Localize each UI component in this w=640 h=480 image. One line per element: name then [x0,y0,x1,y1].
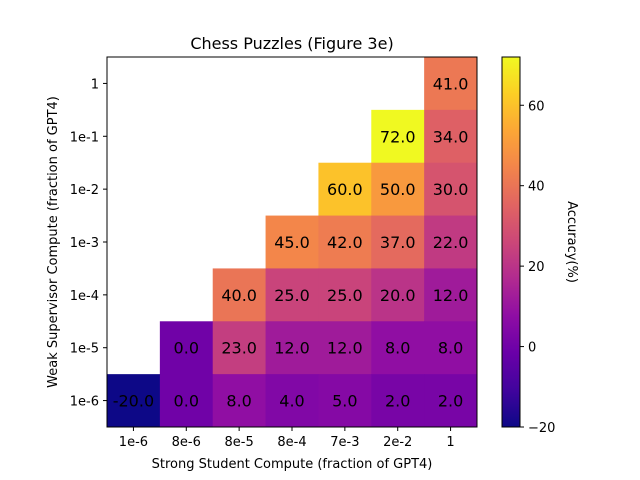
x-axis-ticks: 1e-6 8e-6 8e-5 8e-4 7e-3 2e-2 1 [119,427,455,450]
colorbar-label: Accuracy(%) [564,201,579,283]
cell-value-label: 25.0 [327,286,363,305]
heatmap-cell [371,109,425,164]
heatmap-cell [371,374,425,428]
heatmap-cell [265,374,319,428]
cell-value-label: 8.0 [385,339,410,358]
colorbar-ticks: −20 0 20 40 60 [520,99,555,436]
heatmap-cell [371,321,425,375]
heatmap-cell [265,215,319,269]
y-tick-label: 1e-3 [70,236,99,251]
cell-value-label: -20.0 [113,392,154,411]
cell-value-label: 34.0 [433,127,469,146]
y-tick-label: 1e-1 [70,130,99,145]
cell-value-label: 20.0 [380,286,416,305]
y-tick-label: 1 [91,77,99,92]
heatmap-cell [265,268,319,322]
y-tick-label: 1e-5 [70,342,99,357]
heatmap-cell [371,215,425,269]
chart-title: Chess Puzzles (Figure 3e) [190,34,393,53]
heatmap-cells: 41.0 72.0 34.0 60.0 50.0 30.0 45.0 42.0 37.0 22.0… [107,57,478,428]
x-tick-label: 2e-2 [383,435,412,450]
cell-value-label: 50.0 [380,180,416,199]
colorbar-tick-label: 20 [528,260,545,275]
x-tick-label: 7e-3 [330,435,359,450]
cell-value-label: 12.0 [327,339,363,358]
cell-value-label: 25.0 [274,286,310,305]
y-axis-label: Weak Supervisor Compute (fraction of GPT… [46,96,61,388]
cell-value-label: 45.0 [274,233,310,252]
cell-value-label: 72.0 [380,127,416,146]
heatmap-cell [424,374,478,428]
heatmap-cell [424,109,478,164]
cell-value-label: 5.0 [332,392,357,411]
heatmap-cell [424,215,478,269]
cell-value-label: 41.0 [433,74,469,93]
colorbar-tick-label: 40 [528,180,545,195]
cell-value-label: 2.0 [438,392,463,411]
cell-value-label: 12.0 [274,339,310,358]
cell-value-label: 23.0 [221,339,257,358]
cell-value-label: 8.0 [226,392,251,411]
x-tick-label: 8e-4 [277,435,306,450]
heatmap-cell [212,268,267,322]
cell-value-label: 8.0 [438,339,463,358]
x-axis-label: Strong Student Compute (fraction of GPT4… [152,457,433,472]
cell-value-label: 4.0 [279,392,304,411]
cell-value-label: 2.0 [385,392,410,411]
y-axis-ticks: 1 1e-1 1e-2 1e-3 1e-4 1e-5 1e-6 [70,77,107,410]
heatmap-cell [424,57,478,111]
colorbar-tick-label: 0 [528,341,536,356]
heatmap-cell [318,162,372,217]
cell-value-label: 0.0 [174,339,199,358]
heatmap-cell [424,268,478,322]
heatmap-cell [318,374,372,428]
heatmap-cell [318,321,372,375]
heatmap-cell [212,321,267,375]
heatmap-cell [212,374,267,428]
y-tick-label: 1e-2 [70,183,99,198]
heatmap-cell [107,374,161,428]
heatmap-cell [371,268,425,322]
heatmap-cell [265,321,319,375]
cell-value-label: 30.0 [433,180,469,199]
x-tick-label: 1e-6 [119,435,148,450]
heatmap-cell [159,321,214,375]
heatmap-cell [159,374,214,428]
x-tick-label: 8e-5 [225,435,254,450]
cell-value-label: 22.0 [433,233,469,252]
heatmap-cell [318,268,372,322]
colorbar-tick-label: −20 [528,421,555,436]
cell-value-label: 37.0 [380,233,416,252]
cell-value-label: 60.0 [327,180,363,199]
cell-value-label: 0.0 [174,392,199,411]
y-tick-label: 1e-6 [70,395,99,410]
heatmap-cell [318,215,372,269]
cell-value-label: 12.0 [433,286,469,305]
cell-value-label: 42.0 [327,233,363,252]
heatmap-cell [371,162,425,217]
x-tick-label: 1 [446,435,454,450]
heatmap-cell [424,162,478,217]
cell-value-label: 40.0 [221,286,257,305]
y-tick-label: 1e-4 [70,289,99,304]
heatmap-cell [424,321,478,375]
colorbar-tick-label: 60 [528,99,545,114]
colorbar [501,56,521,428]
x-tick-label: 8e-6 [172,435,201,450]
